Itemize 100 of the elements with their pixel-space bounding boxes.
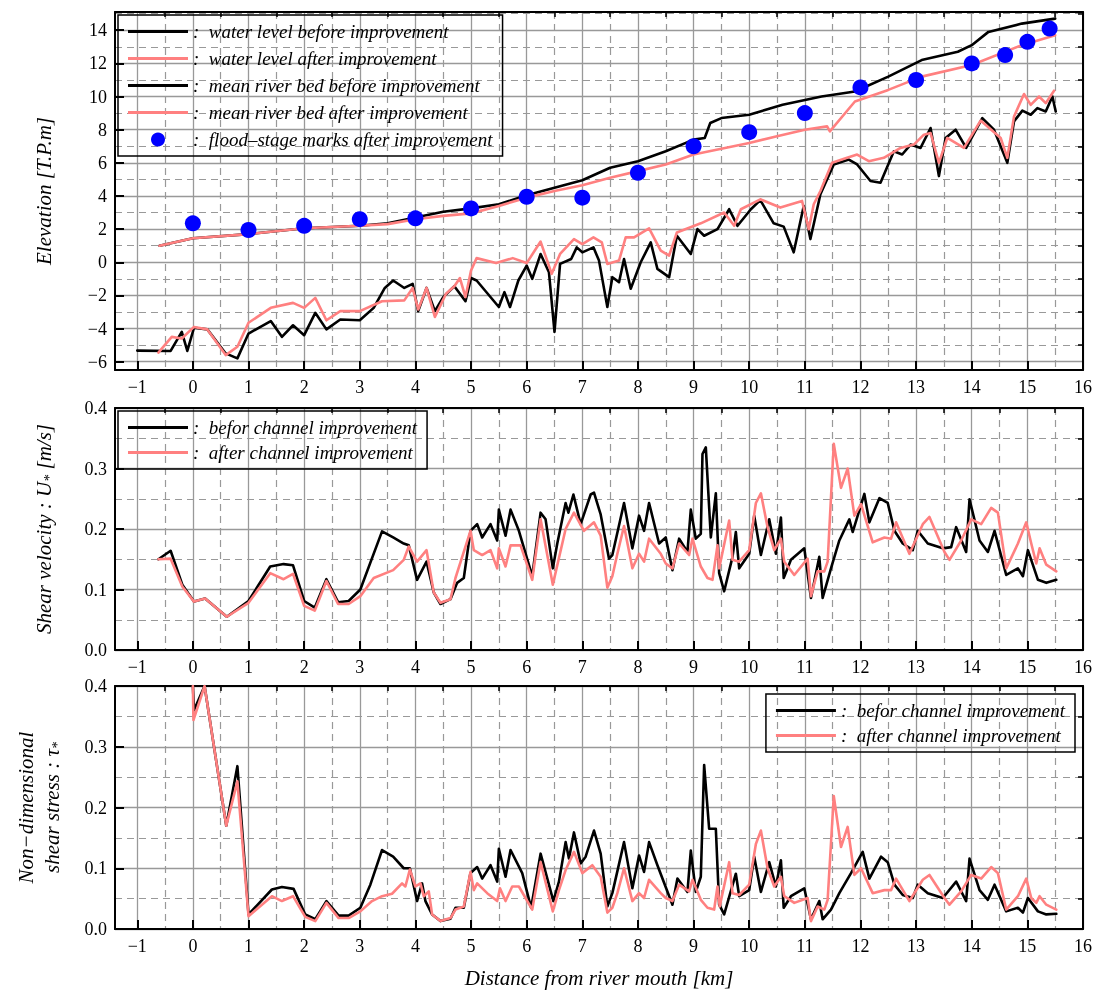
y-tick-label: 0.4 xyxy=(84,398,107,418)
y-tick-label: −2 xyxy=(87,285,107,306)
point xyxy=(796,105,813,122)
y-tick-label: 0.4 xyxy=(84,676,107,696)
x-tick-label: 5 xyxy=(466,936,476,956)
x-tick-label: 11 xyxy=(796,377,814,397)
x-tick-label: 7 xyxy=(577,936,587,956)
y-tick-label: −6 xyxy=(87,351,107,372)
x-tick-label: 5 xyxy=(466,657,476,677)
point xyxy=(1041,20,1058,37)
point xyxy=(574,189,591,206)
point xyxy=(908,71,925,88)
point xyxy=(852,79,869,96)
point xyxy=(963,55,980,72)
x-tick-label: 7 xyxy=(577,657,587,677)
x-tick-label: 13 xyxy=(907,936,926,956)
legend-label: : after channel improvement xyxy=(193,442,414,463)
y-tick-label: 2 xyxy=(98,219,107,240)
point xyxy=(741,124,758,141)
x-tick-label: 3 xyxy=(355,936,365,956)
x-tick-label: 8 xyxy=(633,377,643,397)
x-tick-label: −1 xyxy=(127,657,147,677)
x-tick-label: 1 xyxy=(244,657,254,677)
y-tick-label: 0.3 xyxy=(84,458,107,479)
x-tick-label: 0 xyxy=(188,936,198,956)
x-tick-label: 6 xyxy=(522,657,532,677)
x-tick-label: 15 xyxy=(1018,657,1037,677)
x-tick-label: 14 xyxy=(962,657,981,677)
point xyxy=(518,188,535,205)
x-tick-label: 3 xyxy=(355,657,365,677)
x-tick-label: 15 xyxy=(1018,377,1037,397)
x-tick-label: 2 xyxy=(299,377,309,397)
x-tick-label: 2 xyxy=(299,657,309,677)
x-axis-title: Distance from river mouth [km] xyxy=(463,966,734,990)
x-tick-label: 10 xyxy=(740,936,759,956)
x-tick-label: 0 xyxy=(188,657,198,677)
y-tick-label: 0.0 xyxy=(84,919,107,939)
x-tick-label: 15 xyxy=(1018,936,1037,956)
x-tick-label: 4 xyxy=(410,936,420,956)
point xyxy=(685,138,702,155)
x-tick-label: 8 xyxy=(633,936,643,956)
x-tick-label: 16 xyxy=(1074,657,1092,677)
point xyxy=(184,215,201,232)
point xyxy=(407,210,424,227)
y-tick-label: 4 xyxy=(98,185,107,206)
x-tick-label: 2 xyxy=(299,936,309,956)
x-tick-label: 12 xyxy=(851,657,870,677)
x-tick-label: 9 xyxy=(689,657,699,677)
x-tick-label: 6 xyxy=(522,936,532,956)
legend-label: : mean river bed after improvement xyxy=(193,102,469,123)
x-tick-label: 9 xyxy=(689,936,699,956)
y-tick-label: 0.2 xyxy=(84,519,107,539)
x-tick-label: 5 xyxy=(466,377,476,397)
x-tick-label: 10 xyxy=(740,377,759,397)
x-tick-label: 8 xyxy=(633,657,643,677)
legend-label: : befor channel improvement xyxy=(840,700,1066,721)
y-tick-label: 0.0 xyxy=(84,640,107,660)
point xyxy=(351,211,368,228)
x-tick-label: 9 xyxy=(689,377,699,397)
point xyxy=(997,47,1014,64)
legend-label: : flood–stage marks after improvement xyxy=(193,129,494,150)
y-tick-label: 12 xyxy=(89,53,107,74)
legend-label: : water level before improvement xyxy=(193,21,450,42)
y-axis-title: Shear velocity : U* [m/s] xyxy=(32,424,57,634)
legend-label: : befor channel improvement xyxy=(193,417,418,438)
legend-label: : after channel improvement xyxy=(840,725,1062,746)
point xyxy=(1019,33,1036,50)
x-tick-label: 12 xyxy=(851,377,870,397)
x-tick-label: 16 xyxy=(1074,936,1092,956)
x-tick-label: 11 xyxy=(796,936,814,956)
y-tick-label: −4 xyxy=(87,318,107,339)
x-tick-label: 7 xyxy=(577,377,587,397)
y-tick-label: 0.1 xyxy=(84,858,107,879)
x-tick-label: 14 xyxy=(962,936,981,956)
y-tick-label: 0.2 xyxy=(84,797,107,818)
y-tick-label: 0.3 xyxy=(84,736,107,757)
x-tick-label: 4 xyxy=(410,657,420,677)
x-tick-label: 10 xyxy=(740,657,759,677)
y-tick-label: 10 xyxy=(89,86,107,107)
x-tick-label: 1 xyxy=(244,377,254,397)
x-tick-label: 14 xyxy=(962,377,981,397)
x-tick-label: 13 xyxy=(907,657,926,677)
x-tick-label: 4 xyxy=(410,377,420,397)
x-tick-label: 3 xyxy=(355,377,365,397)
x-tick-label: 16 xyxy=(1074,377,1092,397)
y-tick-label: 8 xyxy=(98,119,107,140)
point xyxy=(629,164,646,181)
point xyxy=(240,221,257,238)
x-tick-label: −1 xyxy=(127,377,147,397)
point xyxy=(296,217,313,234)
x-tick-label: −1 xyxy=(127,936,147,956)
x-tick-label: 6 xyxy=(522,377,532,397)
x-tick-label: 0 xyxy=(188,377,198,397)
y-axis-title: Elevation [T.P.m] xyxy=(32,117,56,266)
y-tick-label: 0 xyxy=(98,252,107,273)
y-tick-label: 0.1 xyxy=(84,579,107,600)
x-tick-label: 1 xyxy=(244,936,254,956)
y-tick-label: 6 xyxy=(98,152,107,173)
point xyxy=(463,200,480,217)
legend-label: : mean river bed before improvement xyxy=(193,75,481,96)
